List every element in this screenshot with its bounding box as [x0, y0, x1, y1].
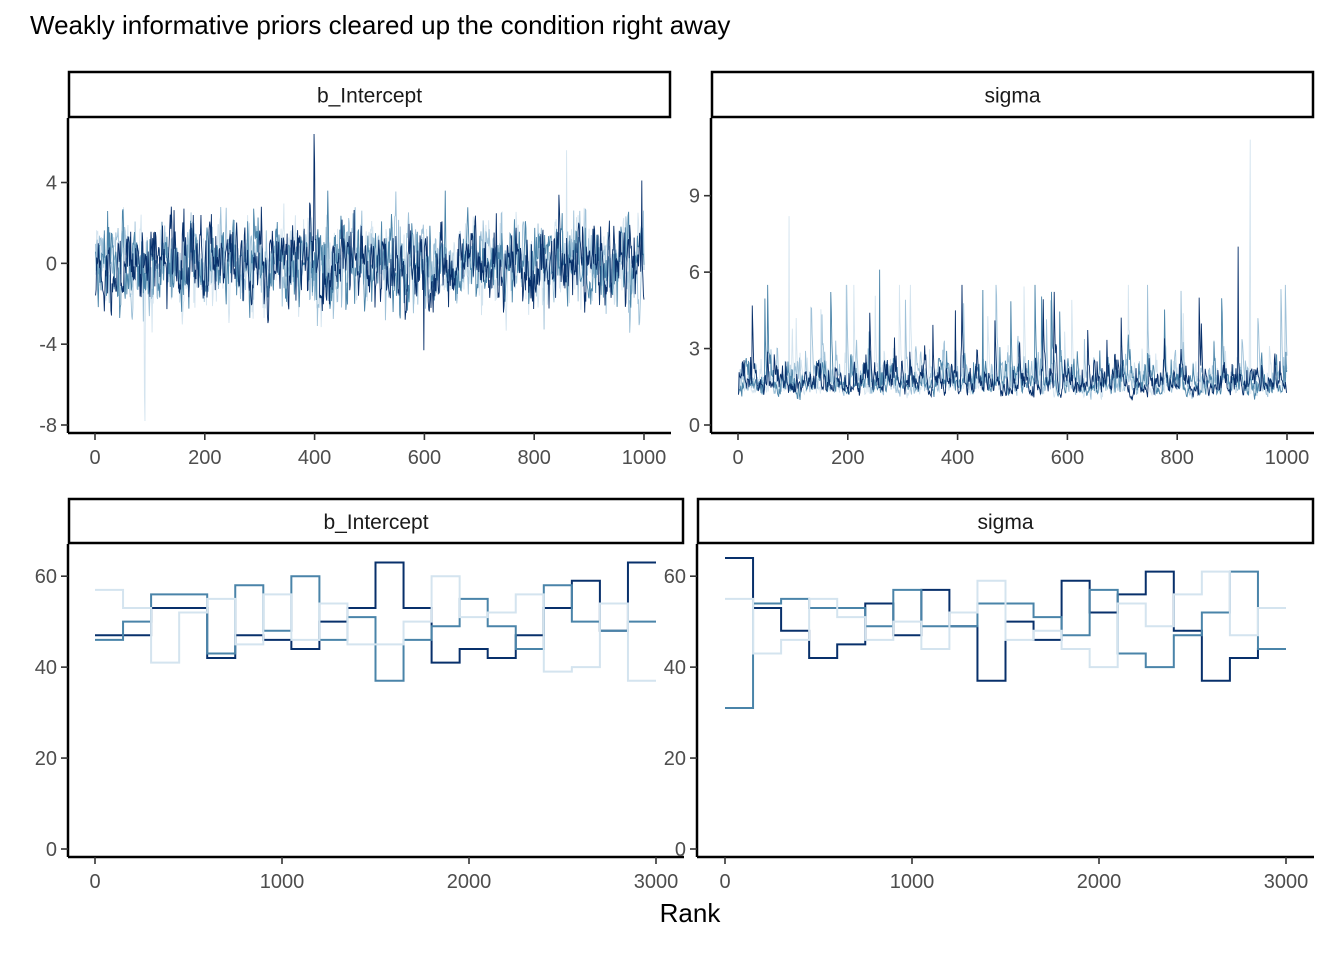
- x-tick-label: 2000: [1077, 871, 1122, 893]
- rank-step-line-3: [725, 570, 1286, 669]
- facet-strip-label: b_Intercept: [323, 511, 428, 534]
- x-tick-label: 200: [188, 447, 221, 469]
- trace-panel-sigma: sigma 0 3 6 9 0 200 400 600 800 1000: [689, 70, 1315, 469]
- y-tick-label: 60: [35, 566, 57, 588]
- plot-area: [95, 561, 656, 682]
- facet-strip-label: sigma: [984, 85, 1040, 108]
- x-tick-label: 0: [732, 447, 743, 469]
- y-tick-label: 20: [35, 748, 57, 770]
- y-tick-label: 60: [664, 566, 686, 588]
- y-tick-label: 40: [664, 657, 686, 679]
- facet-strip: [67, 497, 685, 545]
- x-tick-label: 1000: [1265, 447, 1310, 469]
- trace-panel-b-intercept: b_Intercept -8 -4 0 4 0 200 400 600 800 1000: [39, 70, 672, 469]
- facet-strip: [67, 70, 672, 119]
- x-tick-label: 3000: [1264, 871, 1309, 893]
- rank-step-line-3: [95, 575, 656, 682]
- x-tick-label: 1000: [260, 871, 305, 893]
- y-tick-label: 6: [689, 262, 700, 284]
- rank-step-line-1: [95, 561, 656, 664]
- y-tick-label: 40: [35, 657, 57, 679]
- x-tick-label: 0: [89, 447, 100, 469]
- x-tick-label: 600: [1051, 447, 1084, 469]
- y-tick-label: 0: [675, 839, 686, 861]
- x-tick-label: 0: [89, 871, 100, 893]
- rank-step-line-2: [95, 575, 656, 682]
- y-tick-label: 20: [664, 748, 686, 770]
- x-axis-label: Rank: [659, 898, 721, 928]
- plot-area: [725, 557, 1286, 710]
- y-tick-label: -4: [39, 334, 57, 356]
- x-tick-label: 800: [518, 447, 551, 469]
- x-tick-label: 0: [719, 871, 730, 893]
- x-tick-label: 400: [941, 447, 974, 469]
- x-tick-label: 1000: [622, 447, 667, 469]
- x-tick-label: 400: [298, 447, 331, 469]
- rank-panel-sigma: sigma 0 20 40 60 0 1000 2000 3000: [664, 497, 1315, 893]
- rank-panel-b-intercept: b_Intercept 0 20 40 60 0 1000 2000 3000: [35, 497, 685, 893]
- y-tick-label: 0: [689, 415, 700, 437]
- facet-strip-label: sigma: [977, 511, 1033, 534]
- y-tick-label: -8: [39, 415, 57, 437]
- plot-area: [738, 139, 1288, 401]
- facet-strip-label: b_Intercept: [317, 85, 422, 108]
- y-tick-label: 3: [689, 339, 700, 361]
- trace-line-chain-1: [95, 134, 645, 351]
- y-tick-label: 9: [689, 186, 700, 208]
- y-tick-label: 4: [46, 173, 57, 195]
- x-tick-label: 200: [831, 447, 864, 469]
- y-tick-label: 0: [46, 253, 57, 275]
- trace-line-chain-1: [738, 246, 1288, 401]
- x-tick-label: 600: [408, 447, 441, 469]
- plot-area: [95, 134, 645, 421]
- chart-title: Weakly informative priors cleared up the…: [30, 10, 731, 40]
- x-tick-label: 2000: [447, 871, 492, 893]
- y-tick-label: 0: [46, 839, 57, 861]
- x-tick-label: 3000: [634, 871, 679, 893]
- rank-step-line-1: [725, 557, 1286, 682]
- x-tick-label: 1000: [890, 871, 935, 893]
- facet-strip: [710, 70, 1315, 119]
- x-tick-label: 800: [1161, 447, 1194, 469]
- facet-strip: [696, 497, 1315, 545]
